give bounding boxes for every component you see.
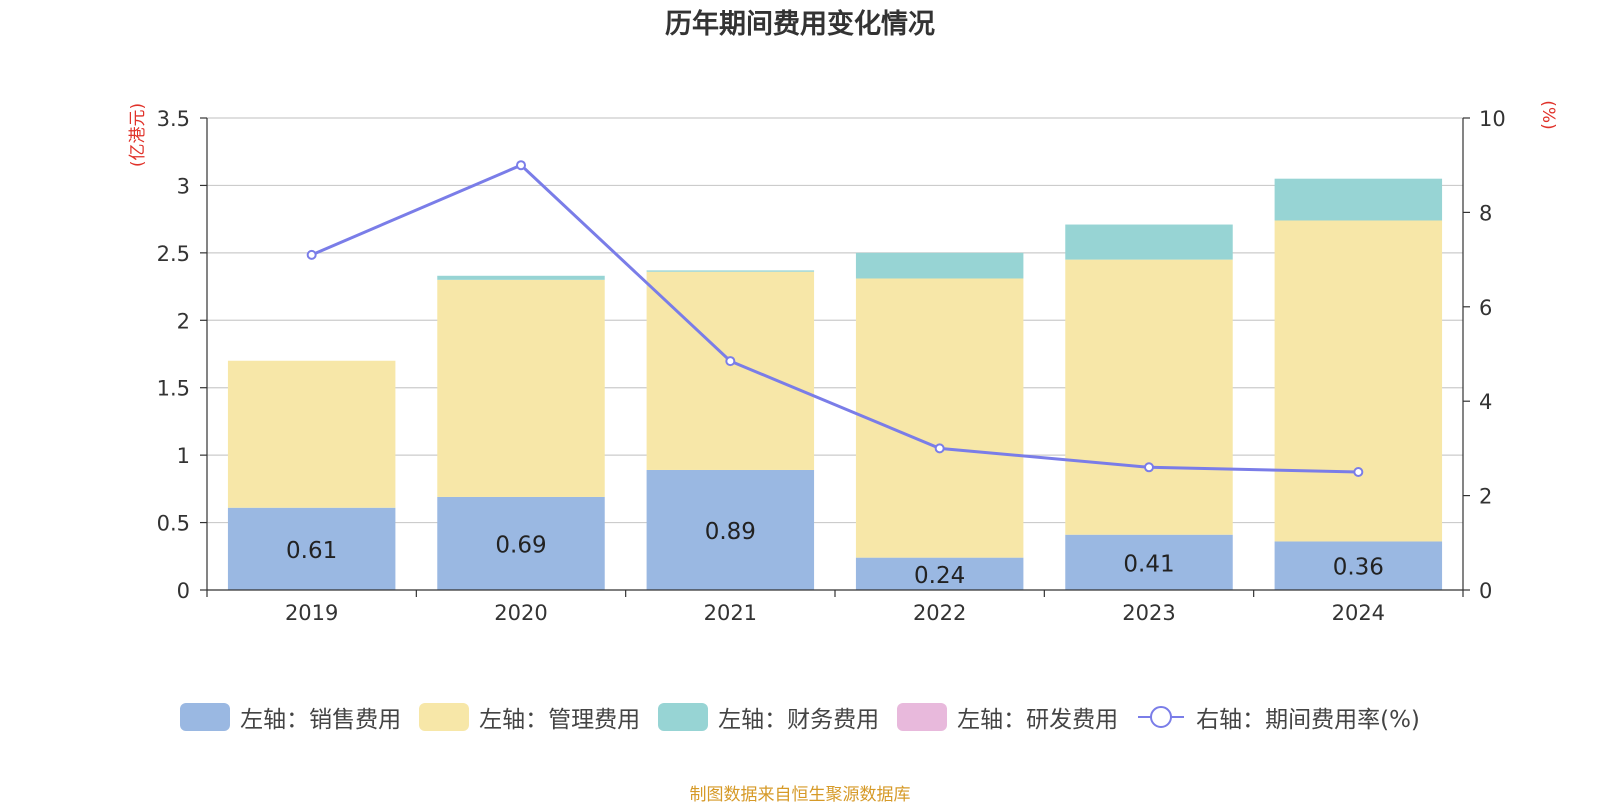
- right-axis-tick-label: 4: [1479, 390, 1492, 414]
- chart-title: 历年期间费用变化情况: [665, 8, 935, 40]
- bar-segment-2: [646, 270, 815, 272]
- legend-label: 左轴：研发费用: [957, 707, 1119, 733]
- bar-segment-0: [855, 557, 1024, 590]
- legend-label: 左轴：财务费用: [718, 707, 880, 733]
- rate-point: [725, 356, 736, 367]
- bar-segment-2: [437, 275, 605, 280]
- right-axis-tick-label: 10: [1479, 107, 1506, 131]
- bar-segment-1: [437, 279, 605, 497]
- right-axis-unit-label: (%): [1538, 100, 1558, 129]
- x-axis-tick-label: 2024: [1332, 601, 1385, 625]
- legend-label: 右轴：期间费用率(%): [1196, 707, 1420, 733]
- bar-data-label: 0.61: [286, 538, 337, 564]
- left-axis-tick-label: 0.5: [157, 512, 190, 536]
- grid-lines: [207, 117, 1463, 524]
- left-axis-tick-label: 3: [177, 174, 190, 198]
- legend-swatch: [658, 703, 709, 731]
- bar-data-label: 0.89: [705, 519, 756, 545]
- left-axis-tick-label: 1.5: [157, 377, 190, 401]
- chart-svg: 历年期间费用变化情况 (亿港元) (%) 0.61 0.69 0.89 0.24 0.4…: [128, 8, 1558, 625]
- left-axis-tick-label: 2.5: [157, 242, 190, 266]
- bar-data-label: 0.41: [1123, 551, 1174, 577]
- bar-segment-2: [1274, 178, 1443, 221]
- rate-line: [311, 163, 1359, 474]
- bar-data-label: 0.36: [1333, 555, 1384, 581]
- right-axis-tick-label: 2: [1479, 485, 1492, 509]
- legend-label: 左轴：管理费用: [479, 707, 641, 733]
- rate-point: [934, 443, 945, 454]
- rate-point: [306, 249, 317, 260]
- x-axis-tick-label: 2020: [494, 601, 547, 625]
- legend-item[interactable]: 左轴：财务费用: [658, 700, 879, 734]
- legend-item[interactable]: 右轴：期间费用率(%): [1136, 700, 1420, 734]
- axes-group: 0 0.5 1 1.5 2 2.5 3 3.5 0 2 4 6 8 10 2019 2020 2021 2022 2…: [157, 107, 1506, 625]
- bar-segment-1: [1274, 220, 1443, 542]
- left-axis-tick-label: 0: [177, 579, 190, 603]
- legend-item[interactable]: 左轴：管理费用: [419, 700, 640, 734]
- legend-line-marker-icon: [1138, 706, 1185, 728]
- legend-swatch: [897, 703, 948, 731]
- bars-group: 0.61 0.69 0.89 0.24 0.41 0.36: [227, 178, 1443, 590]
- bar-segment-1: [646, 271, 815, 470]
- rate-point: [1144, 462, 1154, 473]
- x-axis-tick-label: 2022: [913, 601, 966, 625]
- bar-segment-0: [437, 496, 605, 590]
- legend-item[interactable]: 左轴：销售费用: [180, 700, 401, 734]
- right-axis-tick-label: 0: [1479, 579, 1492, 603]
- x-axis-tick-label: 2021: [704, 601, 757, 625]
- x-axis-tick-label: 2019: [285, 601, 338, 625]
- legend-swatch: [419, 703, 470, 731]
- bar-segment-0: [1065, 534, 1233, 590]
- x-axis-tick-label: 2023: [1122, 601, 1175, 625]
- left-axis-tick-label: 2: [177, 309, 190, 333]
- right-axis-tick-label: 8: [1479, 201, 1492, 225]
- bar-segment-1: [227, 360, 396, 508]
- bar-segment-2: [1065, 224, 1233, 260]
- bar-segment-0: [1274, 541, 1443, 590]
- bar-segment-0: [227, 507, 396, 590]
- left-axis-unit-label: (亿港元): [128, 103, 148, 167]
- left-axis-tick-label: 3.5: [157, 107, 190, 131]
- rate-point: [516, 160, 526, 171]
- legend-label: 左轴：销售费用: [240, 707, 402, 733]
- bar-data-label: 0.69: [495, 532, 546, 558]
- bar-data-label: 0.24: [914, 563, 965, 589]
- bar-segment-0: [646, 469, 815, 590]
- left-axis-tick-label: 1: [177, 444, 190, 468]
- right-axis-tick-label: 6: [1479, 296, 1492, 320]
- rate-line-group: [306, 160, 1364, 477]
- legend-item[interactable]: 左轴：研发费用: [897, 700, 1118, 734]
- source-note: 制图数据来自恒生聚源数据库: [689, 785, 911, 805]
- legend-swatch: [180, 703, 231, 731]
- bar-segment-2: [855, 252, 1024, 279]
- bar-segment-1: [855, 278, 1024, 558]
- rate-point: [1353, 467, 1364, 477]
- bar-segment-1: [1065, 259, 1233, 535]
- legend: 左轴：销售费用 左轴：管理费用 左轴：财务费用 左轴：研发费用 右轴：期间费用率(%): [0, 700, 1600, 734]
